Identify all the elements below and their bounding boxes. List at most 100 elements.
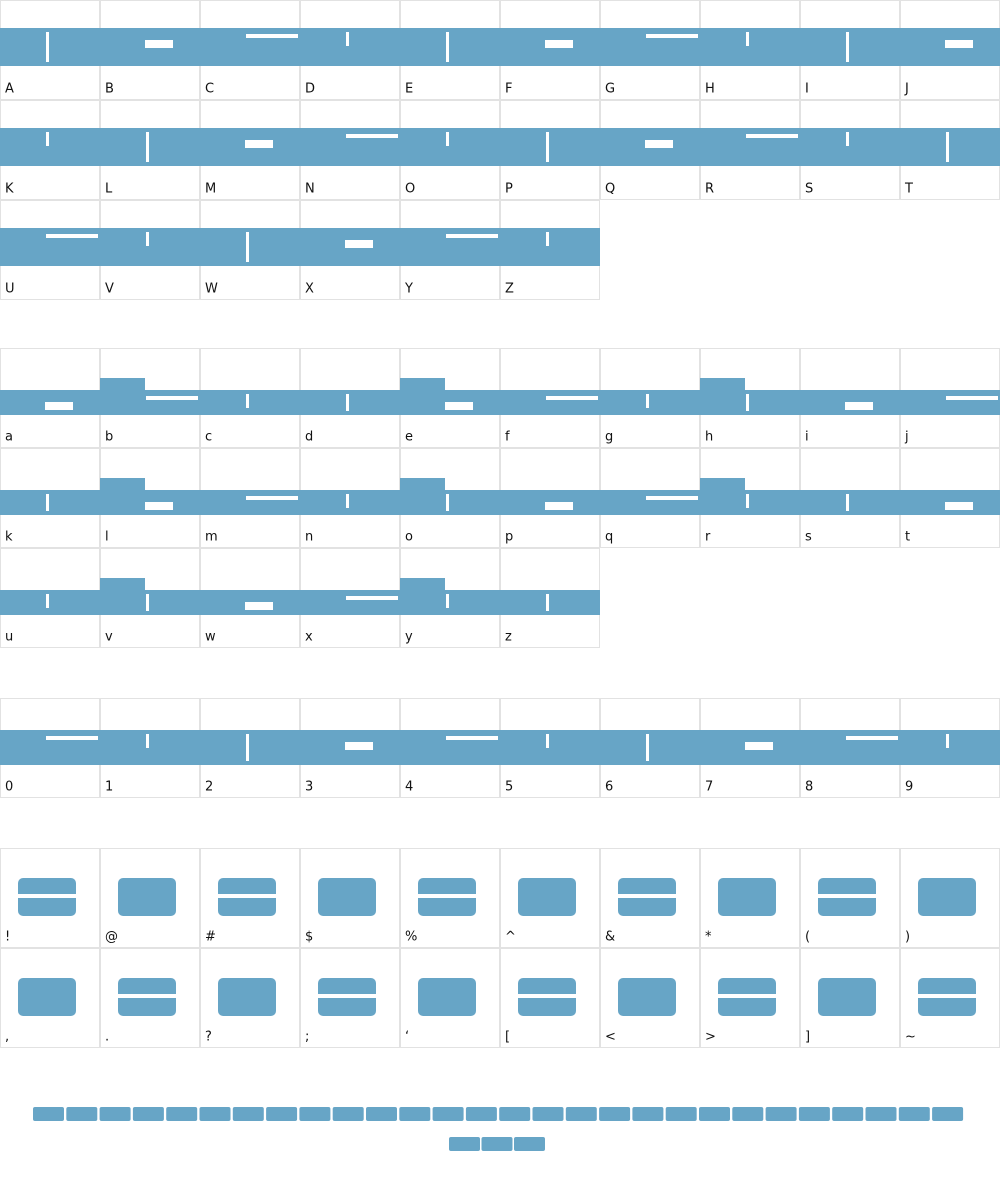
glyph-label: ? xyxy=(205,1030,212,1045)
glyph-label: m xyxy=(205,530,218,545)
glyph-label: L xyxy=(105,182,113,197)
glyph-label: q xyxy=(605,530,613,545)
glyph-cut xyxy=(945,40,973,48)
cell-border xyxy=(100,848,200,948)
sample-glyph xyxy=(449,1137,480,1151)
glyph-ascender xyxy=(400,378,445,390)
glyph xyxy=(18,978,76,1016)
glyph xyxy=(118,878,176,916)
glyph-cell: T xyxy=(900,100,1000,200)
glyph-label: g xyxy=(605,430,613,445)
glyph-cut xyxy=(145,502,173,510)
glyph-cut xyxy=(346,32,349,46)
sample-glyph xyxy=(732,1107,764,1121)
glyph xyxy=(900,730,1000,765)
glyph-cell: K xyxy=(0,100,100,200)
glyph-label: M xyxy=(205,182,216,197)
glyph-cut xyxy=(446,494,449,511)
glyph-label: [ xyxy=(505,1030,510,1045)
cell-border xyxy=(100,948,200,1048)
glyph-cell: [ xyxy=(500,948,600,1048)
glyph-cell: @ xyxy=(100,848,200,948)
glyph xyxy=(100,390,200,415)
glyph-cut xyxy=(245,602,273,610)
glyph-label: r xyxy=(705,530,711,545)
glyph-cut xyxy=(446,736,498,740)
glyph-cell: q xyxy=(600,448,700,548)
glyph-cell: r xyxy=(700,448,800,548)
glyph-cell: Y xyxy=(400,200,500,300)
glyph-label: ) xyxy=(905,930,910,945)
sample-glyph xyxy=(266,1107,298,1121)
glyph-cell: c xyxy=(200,348,300,448)
glyph-label: @ xyxy=(105,930,118,945)
glyph-cut xyxy=(146,232,149,246)
glyph xyxy=(400,730,500,765)
glyph-cut xyxy=(846,494,849,511)
glyph-cell: $ xyxy=(300,848,400,948)
glyph-cut xyxy=(218,894,276,898)
glyph xyxy=(100,730,200,765)
sample-glyph xyxy=(765,1107,797,1121)
glyph-cell: W xyxy=(200,200,300,300)
glyph-cell: h xyxy=(700,348,800,448)
glyph xyxy=(100,228,200,266)
glyph-cell: m xyxy=(200,448,300,548)
glyph-label: Y xyxy=(404,282,413,297)
glyph-cut xyxy=(46,594,49,608)
glyph-cell: l xyxy=(100,448,200,548)
glyph-cell: b xyxy=(100,348,200,448)
glyph-cell: * xyxy=(700,848,800,948)
sample-glyph xyxy=(865,1107,897,1121)
glyph-label: p xyxy=(505,530,513,545)
glyph-cut xyxy=(546,232,549,246)
glyph-cut xyxy=(145,40,173,48)
glyph-label: y xyxy=(405,630,413,645)
glyph-cut xyxy=(146,734,149,748)
glyph-cut xyxy=(745,742,773,750)
glyph-cell: v xyxy=(100,548,200,648)
glyph-label: w xyxy=(205,630,216,645)
glyph-label: n xyxy=(305,530,313,545)
glyph-cell: 3 xyxy=(300,698,400,798)
sample-glyph xyxy=(798,1107,830,1121)
glyph-cut xyxy=(846,736,898,740)
cell-border xyxy=(0,948,100,1048)
glyph-label: E xyxy=(405,82,413,97)
cell-border xyxy=(700,948,800,1048)
sample-glyph xyxy=(565,1107,597,1121)
glyph-label: H xyxy=(705,82,715,97)
glyph-label: ! xyxy=(5,930,10,945)
glyph-cell: O xyxy=(400,100,500,200)
glyph-cut xyxy=(618,894,676,898)
glyph xyxy=(500,730,600,765)
glyph-cut xyxy=(245,140,273,148)
glyph-label: N xyxy=(305,182,315,197)
glyph-label: & xyxy=(605,930,615,945)
glyph-cut xyxy=(645,140,673,148)
glyph-cut xyxy=(146,396,198,400)
glyph-label: O xyxy=(405,182,415,197)
glyph-cut xyxy=(718,994,776,998)
glyph xyxy=(300,490,400,515)
glyph-cell: Z xyxy=(500,200,600,300)
sample-glyph xyxy=(832,1107,864,1121)
glyph-cut xyxy=(118,994,176,998)
glyph xyxy=(900,128,1000,166)
sample-text xyxy=(33,1107,964,1151)
glyph xyxy=(900,390,1000,415)
glyph-cell: 2 xyxy=(200,698,300,798)
glyph xyxy=(600,490,700,515)
glyph xyxy=(0,490,100,515)
glyph-cell: U xyxy=(0,200,100,300)
glyph xyxy=(600,730,700,765)
sample-glyph xyxy=(932,1107,964,1121)
glyph-label: 7 xyxy=(705,780,713,795)
glyph-ascender xyxy=(700,378,745,390)
sample-glyph xyxy=(66,1107,98,1121)
cell-border xyxy=(0,848,100,948)
glyph-label: 9 xyxy=(905,780,913,795)
glyph-label: ‘ xyxy=(405,1030,409,1045)
glyph-cell: X xyxy=(300,200,400,300)
glyph-cell: ] xyxy=(800,948,900,1048)
